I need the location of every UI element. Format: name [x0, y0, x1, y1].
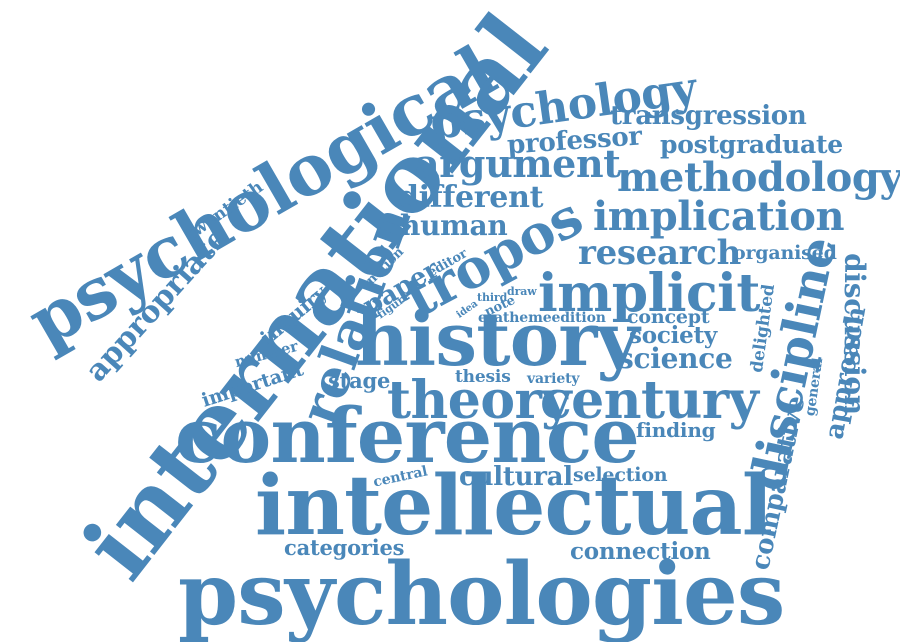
- word-connection: connection: [570, 538, 711, 565]
- word-cultural: cultural: [459, 462, 573, 492]
- word-society: society: [629, 322, 718, 349]
- word-implicit: implicit: [538, 263, 760, 324]
- word-history: history: [355, 297, 640, 383]
- word-organised: organised: [733, 242, 837, 264]
- word-transgression: transgression: [610, 101, 807, 131]
- word-implication: implication: [593, 193, 845, 240]
- word-stage: stage: [328, 368, 391, 393]
- word-psychologies: psychologies: [178, 544, 785, 642]
- word-thesis: thesis: [455, 367, 511, 387]
- word-conference: conference: [175, 391, 640, 480]
- word-century: century: [540, 370, 759, 431]
- word-methodology: methodology: [617, 154, 900, 201]
- word-concept: concept: [627, 306, 710, 328]
- word-categories: categories: [284, 535, 405, 560]
- word-research: research: [578, 233, 741, 273]
- word-science: science: [618, 342, 733, 375]
- word-third: third: [477, 291, 508, 304]
- word-erathemeedition: erathemeedition: [478, 310, 606, 326]
- word-argument: argument: [415, 141, 621, 186]
- word-theory: theory: [387, 370, 572, 431]
- word-intellectual: intellectual: [255, 458, 773, 554]
- word-finding: finding: [636, 418, 716, 442]
- word-human: human: [400, 209, 508, 242]
- word-postgraduate: postgraduate: [660, 130, 843, 159]
- word-variety: variety: [527, 371, 580, 387]
- word-draw: draw: [507, 285, 537, 298]
- word-selection: selection: [573, 464, 668, 486]
- word-different: different: [398, 180, 544, 215]
